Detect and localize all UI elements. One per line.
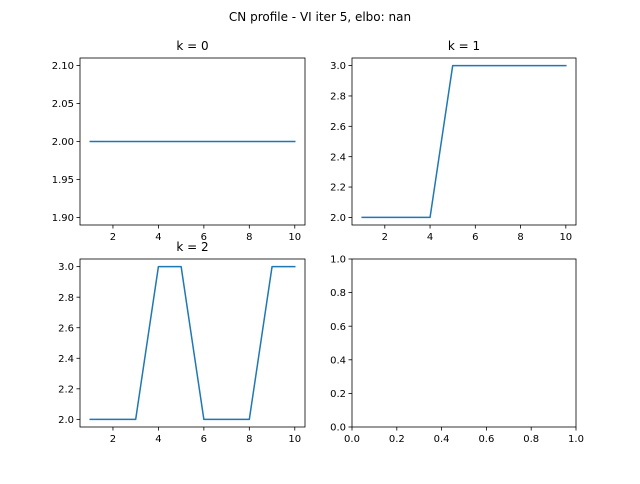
y-tick-label-0-3: 2.05 [52,99,74,110]
y-tick-label-3-2: 0.4 [330,355,346,366]
x-tick-label-0-1: 4 [155,232,161,243]
x-tick-label-3-0: 0.0 [344,434,360,445]
series-line-2-0 [89,265,296,421]
x-tick-label-3-2: 0.4 [434,434,450,445]
x-tick-label-2-2: 6 [201,434,207,445]
y-tick-label-1-1: 2.2 [330,183,346,194]
x-tick-label-1-4: 10 [559,232,572,243]
y-tick-label-3-1: 0.2 [330,389,346,400]
x-tick-label-2-0: 2 [110,434,116,445]
y-tick-label-2-2: 2.4 [58,354,74,365]
x-tick-label-2-4: 10 [288,434,301,445]
axes-frame-1 [351,57,577,226]
x-tick-label-3-5: 1.0 [568,434,584,445]
y-tick-label-1-3: 2.6 [330,122,346,133]
subplot-1: 2 4 6 8 10 2.0 2.2 2.4 2.6 2.8 3.0 k = 1 [330,39,577,243]
x-tick-label-2-3: 8 [246,434,252,445]
y-tick-label-3-3: 0.6 [330,322,346,333]
series-line-1-0 [361,64,567,219]
y-tick-label-1-5: 3.0 [330,61,346,72]
x-tick-label-2-1: 4 [155,434,161,445]
y-tick-label-2-4: 2.8 [58,293,74,304]
subplot-3: 0.0 0.2 0.4 0.6 0.8 1.0 0.0 0.2 0.4 0.6 0.8 1.0 [330,255,584,445]
x-tick-label-3-4: 0.8 [523,434,539,445]
axes-frame-3 [351,258,577,428]
figure-suptitle: CN profile - VI iter 5, elbo: nan [229,10,411,24]
y-tick-label-0-0: 1.90 [52,213,74,224]
y-tick-label-2-1: 2.2 [58,384,74,395]
y-tick-label-1-2: 2.4 [330,152,346,163]
subplots-group: 2 4 6 8 10 1.90 1.95 2.00 2.05 2.10 k = 0 2 4 6 8 10 2.0… [52,39,584,445]
subplot-title-0: k = 0 [176,39,208,53]
x-tick-label-1-1: 4 [427,232,433,243]
y-tick-label-0-2: 2.00 [52,137,74,148]
x-tick-label-3-3: 0.6 [478,434,494,445]
subplot-0: 2 4 6 8 10 1.90 1.95 2.00 2.05 2.10 k = 0 [52,39,306,243]
x-tick-label-1-0: 2 [382,232,388,243]
x-tick-label-0-0: 2 [110,232,116,243]
y-tick-label-3-5: 1.0 [330,255,346,266]
y-tick-label-2-3: 2.6 [58,323,74,334]
subplot-title-2: k = 2 [176,240,208,254]
axes-frame-2 [79,258,306,428]
x-tick-label-1-3: 8 [517,232,523,243]
subplot-2: 2 4 6 8 10 2.0 2.2 2.4 2.6 2.8 3.0 k = 2 [58,240,306,445]
x-tick-label-0-2: 6 [201,232,207,243]
y-tick-label-2-5: 3.0 [58,262,74,273]
y-tick-label-1-0: 2.0 [330,213,346,224]
x-tick-label-0-3: 8 [246,232,252,243]
y-tick-label-3-0: 0.0 [330,423,346,434]
y-tick-label-3-4: 0.8 [330,288,346,299]
y-tick-label-1-4: 2.8 [330,92,346,103]
x-tick-label-0-4: 10 [288,232,301,243]
y-tick-label-0-4: 2.10 [52,61,74,72]
y-tick-label-2-0: 2.0 [58,415,74,426]
y-tick-label-0-1: 1.95 [52,175,74,186]
x-tick-label-3-1: 0.2 [389,434,405,445]
x-tick-label-1-2: 6 [472,232,478,243]
subplot-title-1: k = 1 [448,39,480,53]
